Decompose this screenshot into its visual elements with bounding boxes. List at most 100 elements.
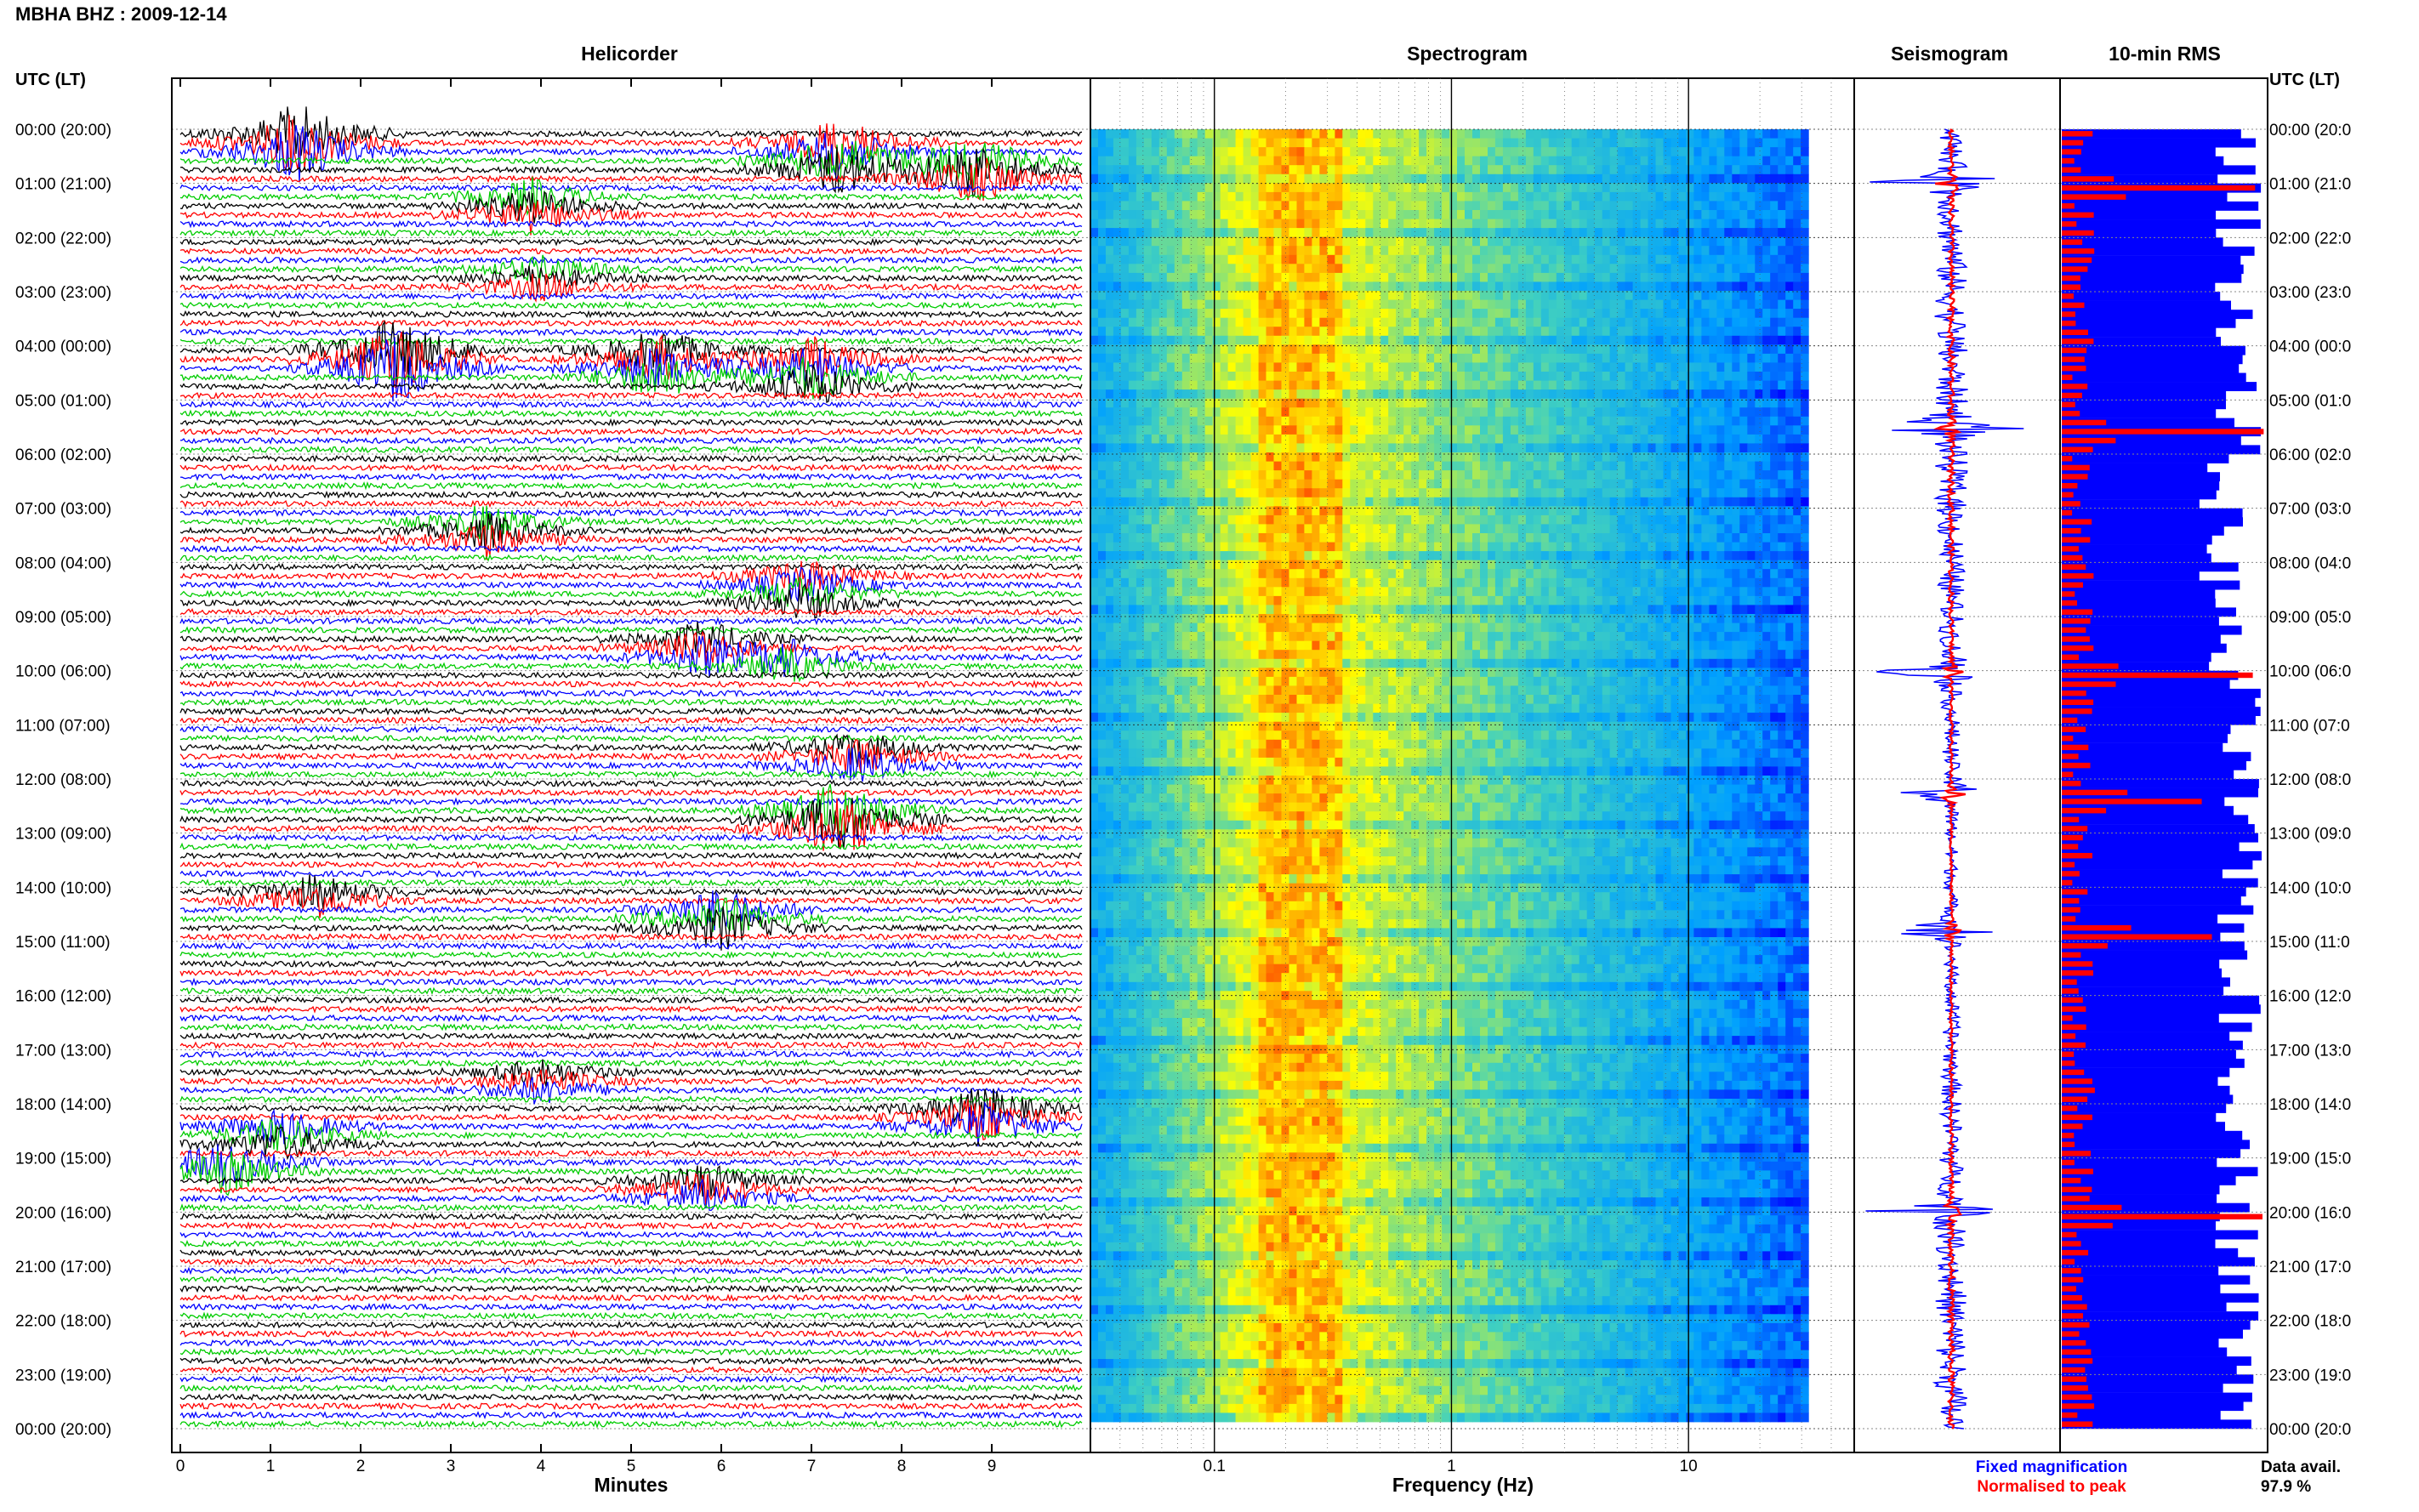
spectrogram-cell: [1693, 353, 1702, 363]
spectrogram-cell: [1632, 524, 1642, 534]
spectrogram-cell: [1579, 434, 1588, 444]
spectrogram-cell: [1739, 461, 1748, 471]
spectrogram-cell: [1671, 514, 1680, 525]
spectrogram-cell: [1678, 362, 1688, 372]
spectrogram-cell: [1189, 416, 1198, 426]
helicorder-trace: [179, 986, 1083, 996]
spectrogram-cell: [1113, 416, 1122, 426]
spectrogram-cell: [1602, 425, 1611, 435]
spectrogram-cell: [1335, 389, 1343, 400]
spectrogram-cell: [1586, 165, 1596, 175]
spectrogram-cell: [1778, 488, 1786, 498]
spectrogram-cell: [1793, 327, 1801, 337]
spectrogram-cell: [1563, 551, 1573, 561]
spectrogram-cell: [1793, 191, 1801, 202]
spectrogram-cell: [1762, 372, 1771, 381]
spectrogram-cell: [1793, 344, 1801, 355]
spectrogram-cell: [1289, 264, 1298, 274]
spectrogram-cell: [1655, 542, 1665, 552]
spectrogram-cell: [1181, 479, 1191, 489]
spectrogram-cell: [1739, 372, 1748, 381]
spectrogram-cell: [1594, 236, 1603, 247]
spectrogram-cell: [1128, 246, 1137, 256]
spectrogram-cell: [1563, 398, 1573, 408]
spectrogram-cell: [1258, 246, 1267, 256]
spectrogram-cell: [1678, 165, 1688, 175]
spectrogram-cell: [1365, 291, 1374, 300]
spectrogram-cell: [1312, 533, 1320, 543]
spectrogram-cell: [1625, 479, 1634, 489]
spectrogram-cell: [1174, 327, 1183, 337]
spectrogram-cell: [1480, 389, 1488, 400]
spectrogram-cell: [1342, 344, 1351, 355]
spectrogram-cell: [1563, 407, 1573, 418]
spectrogram-cell: [1762, 479, 1771, 489]
helicorder-trace: [179, 472, 1083, 481]
spectrogram-cell: [1243, 524, 1252, 534]
spectrogram-cell: [1388, 309, 1397, 319]
spectrogram-cell: [1442, 569, 1450, 579]
spectrogram-cell: [1739, 191, 1748, 202]
spectrogram-cell: [1319, 524, 1328, 534]
spectrogram-cell: [1289, 219, 1298, 229]
spectrogram-cell: [1586, 299, 1596, 310]
spectrogram-cell: [1312, 246, 1320, 256]
helicorder-trace: [179, 364, 1083, 404]
spectrogram-cell: [1640, 344, 1649, 355]
spectrogram-cell: [1785, 425, 1794, 435]
spectrogram-cell: [1373, 309, 1381, 319]
spectrogram-cell: [1098, 488, 1107, 498]
spectrogram-cell: [1357, 344, 1366, 355]
spectrogram-cell: [1296, 246, 1306, 256]
spectrogram-cell: [1724, 291, 1733, 300]
spectrogram-cell: [1472, 389, 1481, 400]
spectrogram-cell: [1525, 183, 1534, 193]
spectrogram-cell: [1442, 156, 1450, 166]
helicorder-trace: [179, 445, 1083, 454]
spectrogram-cell: [1312, 577, 1320, 588]
spectrogram-cell: [1755, 183, 1763, 193]
spectrogram-cell: [1128, 452, 1137, 462]
spectrogram-cell: [1488, 210, 1496, 219]
spectrogram-cell: [1609, 201, 1619, 211]
time-label: 05:00 (01:00): [15, 392, 111, 410]
spectrogram-cell: [1357, 183, 1366, 193]
spectrogram-cell: [1128, 156, 1137, 166]
spectrogram-cell: [1319, 291, 1328, 300]
spectrogram-cell: [1716, 344, 1725, 355]
spectrogram-cell: [1472, 425, 1481, 435]
spectrogram-cell: [1540, 246, 1550, 256]
spectrogram-cell: [1250, 156, 1260, 166]
spectrogram-cell: [1143, 362, 1153, 372]
spectrogram-cell: [1540, 407, 1550, 418]
spectrogram-cell: [1365, 533, 1374, 543]
spectrogram-cell: [1594, 335, 1603, 345]
spectrogram-cell: [1235, 183, 1244, 193]
spectrogram-cell: [1250, 479, 1260, 489]
spectrogram-cell: [1602, 407, 1611, 418]
spectrogram-cell: [1755, 380, 1763, 390]
helicorder-trace: [179, 1212, 1083, 1221]
spectrogram-cell: [1120, 398, 1130, 408]
spectrogram-cell: [1388, 434, 1397, 444]
spectrogram-cell: [1716, 309, 1725, 319]
spectrogram-cell: [1671, 452, 1680, 462]
spectrogram-cell: [1755, 236, 1763, 247]
spectrogram-cell: [1090, 264, 1099, 274]
spectrogram-cell: [1319, 183, 1328, 193]
spectrogram-cell: [1357, 173, 1366, 184]
spectrogram-cell: [1335, 506, 1343, 516]
spectrogram-cell: [1434, 246, 1443, 256]
spectrogram-cell: [1770, 443, 1779, 453]
spectrogram-cell: [1403, 344, 1412, 355]
spectrogram-cell: [1525, 165, 1534, 175]
helicorder-trace: [179, 897, 1083, 932]
spectrogram-cell: [1411, 156, 1420, 166]
spectrogram-cell: [1556, 452, 1565, 462]
spectrogram-cell: [1273, 353, 1283, 363]
spectrogram-cell: [1556, 299, 1565, 310]
spectrogram-cell: [1319, 425, 1328, 435]
spectrogram-cell: [1426, 191, 1435, 202]
spectrogram-cell: [1442, 335, 1450, 345]
spectrogram-cell: [1342, 551, 1351, 561]
